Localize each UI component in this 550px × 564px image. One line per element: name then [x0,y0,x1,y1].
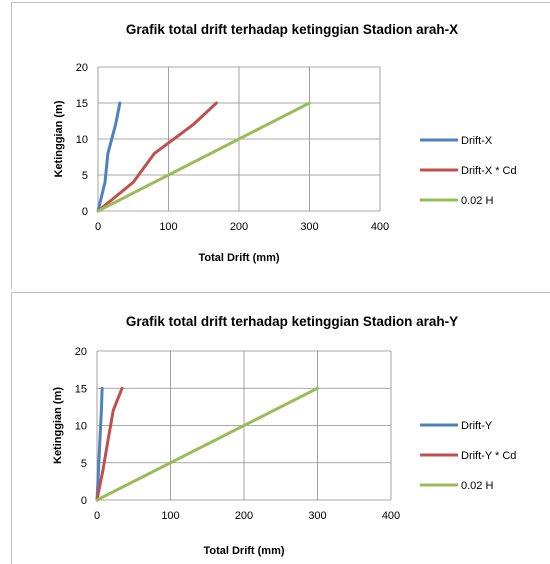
y-tick-label: 15 [75,383,87,395]
y-axis-title: Ketinggian (m) [53,100,65,177]
y-tick-label: 15 [76,98,88,110]
x-tick-label: 0 [94,510,100,522]
y-tick-label: 20 [76,62,88,74]
x-tick-label: 400 [371,221,389,233]
series-line-2 [96,101,218,213]
legend-label: 0.02 H [461,195,493,207]
y-tick-label: 10 [76,134,88,146]
y-tick-label: 5 [82,170,88,182]
x-axis-title: Total Drift (mm) [198,252,279,264]
series-line-1 [95,386,104,502]
y-tick-label: 5 [81,458,87,470]
y-tick-label: 20 [75,346,87,358]
chart-panel-x: Grafik total drift terhadap ketinggian S… [11,2,550,289]
legend-label: Drift-X [461,135,493,147]
x-tick-label: 100 [159,221,177,233]
legend-label: Drift-X * Cd [461,165,517,177]
series-line-3 [96,101,311,213]
legend-label: 0.02 H [461,480,493,492]
legend-label: Drift-Y [461,420,493,432]
chart-panel-y: Grafik total drift terhadap ketinggian S… [11,292,550,564]
y-tick-label: 0 [81,495,87,507]
legend-label: Drift-Y * Cd [461,450,516,462]
series-line-3 [95,386,319,502]
x-tick-label: 300 [300,221,318,233]
chart-title: Grafik total drift terhadap ketinggian S… [126,314,458,329]
x-tick-label: 300 [308,510,326,522]
chart-x: Grafik total drift terhadap ketinggian S… [53,22,517,264]
x-tick-label: 0 [95,221,101,233]
chart-title: Grafik total drift terhadap ketinggian S… [126,22,458,37]
x-tick-label: 200 [235,510,253,522]
chart-y: Grafik total drift terhadap ketinggian S… [52,314,516,557]
x-tick-label: 200 [230,221,248,233]
x-tick-label: 100 [161,510,179,522]
series-line-2 [95,386,124,502]
series-line-1 [96,101,122,213]
y-tick-label: 10 [75,421,87,433]
y-tick-label: 0 [82,206,88,218]
x-axis-title: Total Drift (mm) [203,545,284,557]
y-axis-title: Ketinggian (m) [52,387,64,464]
x-tick-label: 400 [382,510,400,522]
